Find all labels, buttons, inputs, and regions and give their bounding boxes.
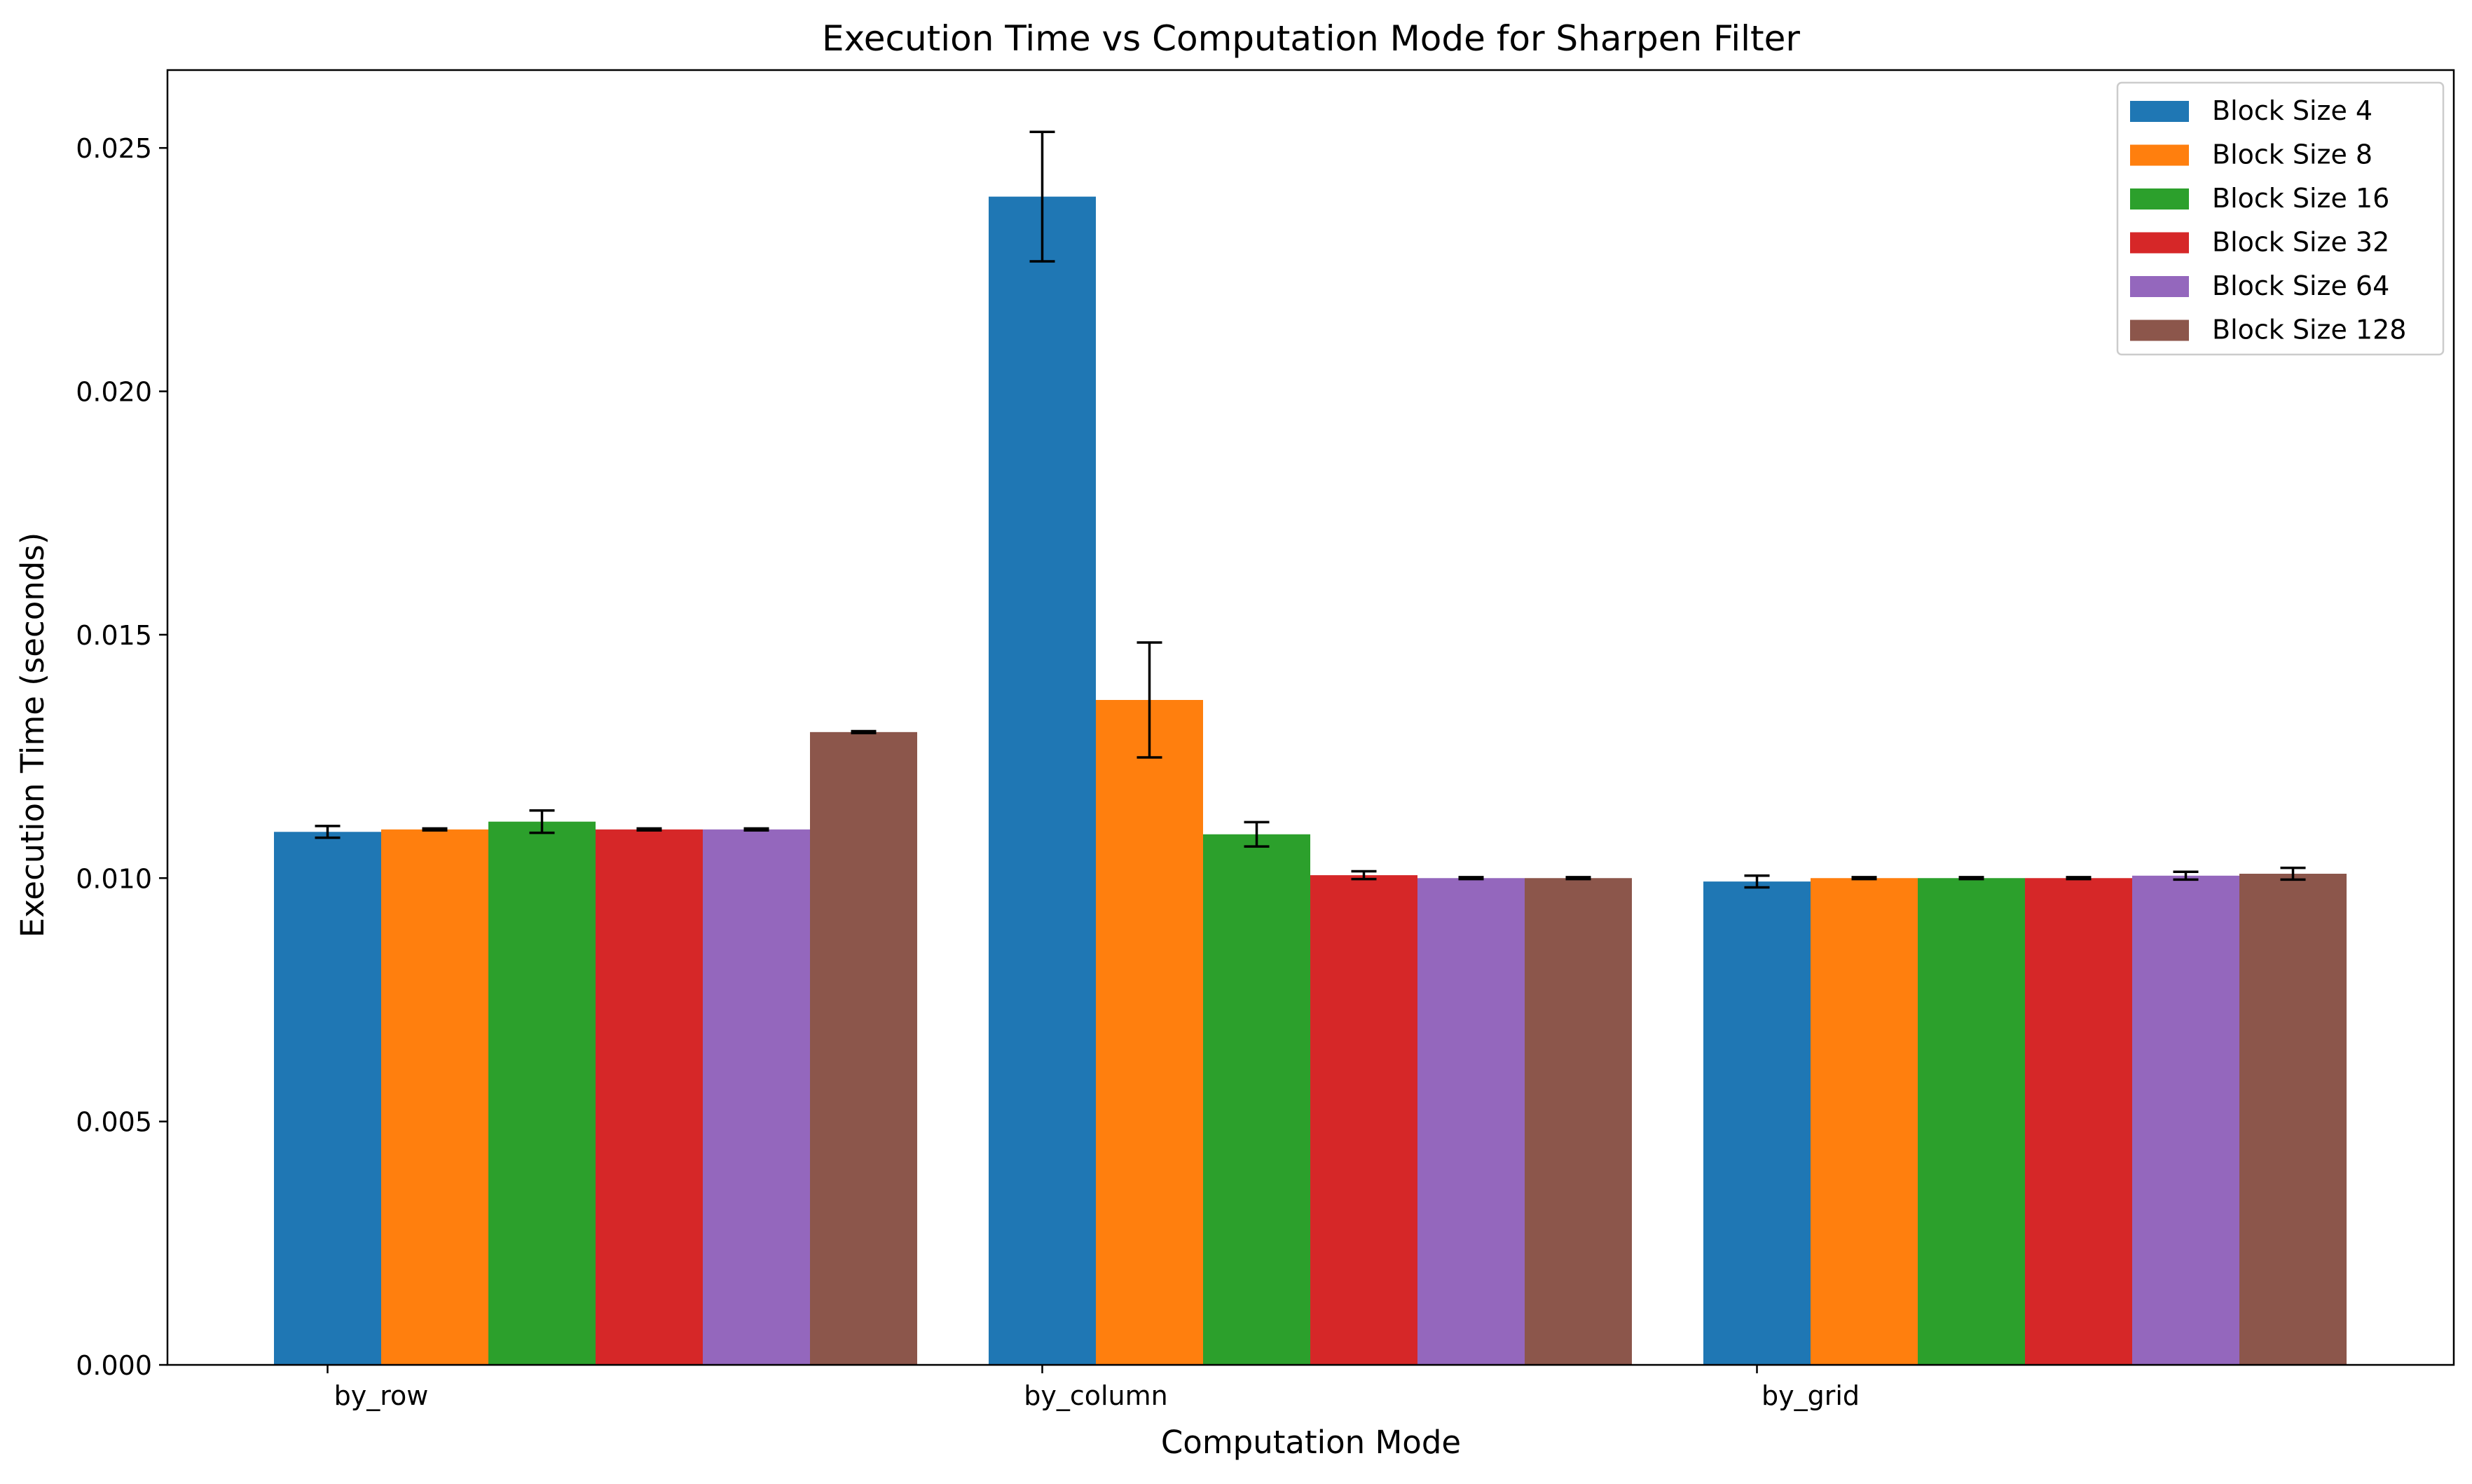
- error-bar-by_column-series-0: [1029, 130, 1055, 263]
- error-bar-by_row-series-2: [529, 809, 555, 834]
- legend-label: Block Size 8: [2212, 139, 2373, 170]
- bar-by_row-series-2: [488, 821, 596, 1365]
- bar-by_row-series-0: [274, 832, 381, 1365]
- error-bar-by_row-series-3: [636, 827, 662, 832]
- legend-label: Block Size 32: [2212, 227, 2389, 258]
- error-bar-by_row-series-4: [743, 827, 769, 832]
- y-tick-label: 0.015: [76, 620, 152, 651]
- error-bar-by_column-series-2: [1244, 820, 1270, 848]
- legend-item: Block Size 16: [2130, 183, 2389, 214]
- legend-item: Block Size 64: [2130, 270, 2389, 301]
- error-bar-by_column-series-3: [1351, 870, 1377, 881]
- y-tick-label: 0.005: [76, 1107, 152, 1138]
- x-tick-label: by_column: [1024, 1380, 1168, 1411]
- error-bar-by_grid-series-2: [1958, 876, 1984, 881]
- bar-by_grid-series-2: [1918, 878, 2025, 1365]
- bar-by_column-series-3: [1310, 875, 1417, 1365]
- bar-by_grid-series-4: [2132, 875, 2239, 1365]
- error-bar-by_grid-series-1: [1851, 876, 1877, 881]
- error-bar-by_row-series-5: [851, 729, 877, 734]
- bar-by_row-series-3: [596, 829, 703, 1365]
- legend: Block Size 4 Block Size 8 Block Size 16 Blo…: [2116, 81, 2445, 356]
- bar-by_grid-series-1: [1811, 878, 1918, 1365]
- legend-label: Block Size 16: [2212, 183, 2389, 214]
- bar-by_grid-series-0: [1703, 881, 1811, 1365]
- y-tick-label: 0.000: [76, 1350, 152, 1381]
- y-tick-label: 0.025: [76, 133, 152, 164]
- y-axis: 0.000 0.005 0.010 0.015 0.020 0.025: [76, 133, 167, 1381]
- legend-swatch: [2130, 320, 2189, 341]
- y-tick-label: 0.010: [76, 863, 152, 894]
- error-bar-by_row-series-1: [422, 827, 448, 832]
- legend-label: Block Size 64: [2212, 270, 2389, 301]
- legend-item: Block Size 32: [2130, 227, 2389, 258]
- error-bar-by_grid-series-3: [2066, 876, 2092, 881]
- legend-swatch: [2130, 144, 2189, 166]
- legend-swatch: [2130, 188, 2189, 209]
- bar-by_grid-series-5: [2239, 874, 2347, 1365]
- bar-by_column-series-0: [989, 196, 1096, 1365]
- bar-by_column-series-1: [1096, 699, 1203, 1365]
- y-tick-label: 0.020: [76, 377, 152, 408]
- x-axis: by_row by_column by_grid: [327, 1365, 1860, 1411]
- plot-frame: [166, 69, 2455, 1366]
- bars-layer: [274, 196, 2347, 1365]
- legend-swatch: [2130, 101, 2189, 122]
- legend-item: Block Size 4: [2130, 95, 2373, 126]
- bar-by_column-series-5: [1525, 878, 1632, 1365]
- error-bar-by_grid-series-4: [2173, 870, 2199, 881]
- error-bars-layer: [315, 130, 2306, 889]
- x-axis-label: Computation Mode: [1161, 1424, 1461, 1461]
- legend-box: [2116, 81, 2445, 356]
- x-tick-label: by_row: [334, 1380, 429, 1411]
- bar-by_row-series-5: [810, 731, 917, 1365]
- legend-swatch: [2130, 232, 2189, 254]
- legend-label: Block Size 4: [2212, 95, 2373, 126]
- bar-by_column-series-4: [1417, 878, 1525, 1365]
- legend-item: Block Size 8: [2130, 139, 2373, 170]
- chart-title: Execution Time vs Computation Mode for S…: [822, 18, 1800, 59]
- legend-label: Block Size 128: [2212, 315, 2406, 345]
- bar-by_grid-series-3: [2025, 878, 2132, 1365]
- x-tick-label: by_grid: [1762, 1380, 1860, 1411]
- bar-by_row-series-4: [703, 829, 810, 1365]
- legend-item: Block Size 128: [2130, 315, 2406, 345]
- error-bar-by_grid-series-0: [1744, 874, 1770, 889]
- y-axis-label: Execution Time (seconds): [14, 533, 51, 938]
- legend-swatch: [2130, 276, 2189, 297]
- error-bar-by_column-series-4: [1458, 876, 1484, 881]
- error-bar-by_column-series-5: [1565, 876, 1591, 881]
- bar-by_column-series-2: [1203, 834, 1310, 1365]
- error-bar-by_grid-series-5: [2280, 866, 2306, 881]
- error-bar-by_column-series-1: [1137, 641, 1162, 759]
- error-bar-by_row-series-0: [315, 825, 341, 839]
- bar-by_row-series-1: [381, 829, 488, 1365]
